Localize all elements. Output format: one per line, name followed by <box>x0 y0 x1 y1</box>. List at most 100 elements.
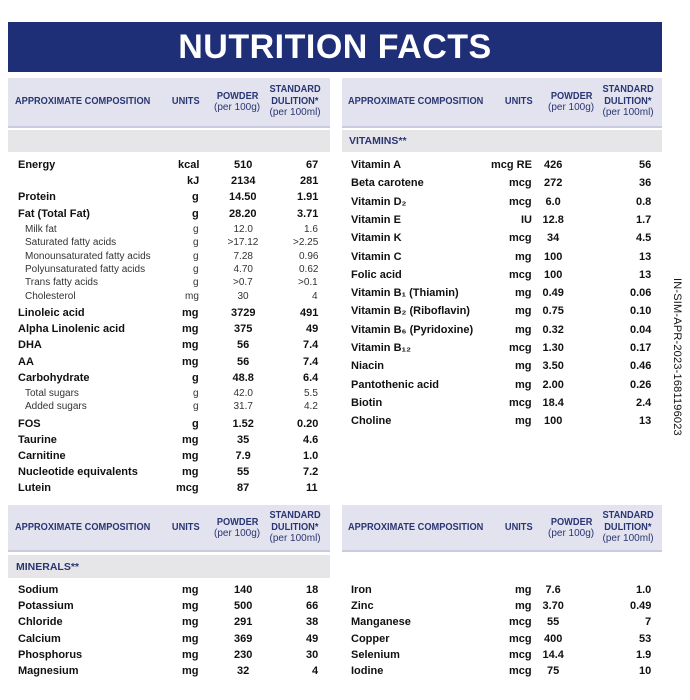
row-name: DHA <box>18 339 42 352</box>
row-standard: >0.1 <box>298 277 318 289</box>
row-standard: 1.0 <box>303 450 319 462</box>
row-name: Vitamin B₂ (Riboflavin) <box>351 305 470 318</box>
row-name: Calcium <box>18 632 61 645</box>
row-name: Cholesterol <box>25 290 76 302</box>
row-unit: mg <box>515 584 532 596</box>
row-standard: 2.4 <box>636 396 652 409</box>
row-powder: 34 <box>547 232 560 245</box>
row-powder: 56 <box>237 339 250 352</box>
row-name: Protein <box>18 191 56 204</box>
header-standard: STANDARD <box>602 83 654 95</box>
header-powder: (per 100g) <box>214 102 261 113</box>
row-name: Niacin <box>351 360 385 373</box>
row-unit: mcg <box>509 396 532 409</box>
row-powder: 510 <box>234 159 253 171</box>
row-standard: 13 <box>639 268 652 281</box>
row-powder: 2.00 <box>542 378 564 391</box>
row-powder: 7.6 <box>545 584 561 596</box>
row-unit: kcal <box>178 159 200 171</box>
row-unit: mcg <box>509 268 532 281</box>
header-powder: POWDER <box>216 515 258 528</box>
row-powder: 55 <box>547 616 560 629</box>
row-powder: 0.75 <box>542 305 564 318</box>
row-name: Linoleic acid <box>18 307 85 319</box>
row-unit: mg <box>515 360 532 373</box>
row-standard: 4 <box>312 665 319 677</box>
row-standard: 3.71 <box>297 207 319 220</box>
row-name: Vitamin E <box>351 213 401 226</box>
row-powder: 18.4 <box>542 396 564 409</box>
row-name: Phosphorus <box>18 648 83 661</box>
row-standard: >2.25 <box>293 237 319 249</box>
row-powder: 30 <box>237 290 249 302</box>
row-powder: 4.70 <box>233 264 253 275</box>
row-unit: mg <box>182 665 199 677</box>
row-unit: mcg <box>509 232 532 245</box>
header-composition: APPROXIMATE COMPOSITION <box>15 95 151 107</box>
row-name: FOS <box>18 417 41 430</box>
row-unit: mcg <box>509 632 532 645</box>
header-powder: POWDER <box>216 90 258 102</box>
row-unit: g <box>193 388 199 399</box>
row-unit: mcg <box>509 342 532 354</box>
row-standard: 1.9 <box>636 648 652 661</box>
row-standard: 0.96 <box>299 250 319 262</box>
row-powder: 140 <box>234 584 253 596</box>
header-powder: (per 100g) <box>548 527 595 539</box>
title-banner: NUTRITION FACTS <box>8 22 662 72</box>
row-unit: g <box>192 191 199 204</box>
row-unit: mcg <box>509 665 532 677</box>
header-standard: STANDARD <box>269 83 321 95</box>
row-unit: mg <box>182 466 199 479</box>
row-unit: mcg RE <box>491 159 532 171</box>
row-standard: 38 <box>306 616 319 629</box>
header-standard: DULITION* <box>604 520 652 533</box>
row-name: Carbohydrate <box>18 371 90 384</box>
row-name: Chloride <box>18 616 63 629</box>
row-unit: mg <box>515 250 532 263</box>
row-unit: g <box>193 277 199 289</box>
row-powder: 7.9 <box>235 450 251 462</box>
row-unit: mg <box>182 323 199 336</box>
row-name: Energy <box>18 159 56 171</box>
row-unit: g <box>192 207 199 220</box>
row-standard: 4.6 <box>303 433 319 446</box>
row-standard: 1.91 <box>297 191 319 204</box>
row-unit: mg <box>182 433 199 446</box>
row-standard: 30 <box>306 648 319 661</box>
row-powder: 100 <box>544 250 563 263</box>
row-standard: 0.17 <box>630 342 652 354</box>
header-powder: (per 100g) <box>548 102 595 113</box>
row-name: Beta carotene <box>351 177 424 190</box>
header-powder: (per 100g) <box>214 527 261 539</box>
row-standard: 13 <box>639 250 652 263</box>
row-standard: 56 <box>639 159 652 171</box>
section-bar <box>8 130 330 152</box>
row-unit: mg <box>515 378 532 391</box>
row-unit: mcg <box>509 195 532 208</box>
row-powder: 3.70 <box>542 600 564 613</box>
row-unit: mg <box>182 307 199 319</box>
row-powder: 42.0 <box>233 388 253 399</box>
row-unit: mg <box>182 450 199 462</box>
row-unit: mg <box>185 290 199 302</box>
row-unit: mg <box>515 287 532 300</box>
row-powder: 1.30 <box>542 342 564 354</box>
header-box <box>342 78 662 128</box>
header-composition: APPROXIMATE COMPOSITION <box>15 520 151 533</box>
row-standard: 0.62 <box>299 264 319 275</box>
row-standard: 11 <box>306 482 318 495</box>
section-label: VITAMINS** <box>349 135 407 147</box>
row-unit: mg <box>515 600 532 613</box>
row-powder: 32 <box>237 665 250 677</box>
row-standard: 1.0 <box>636 584 652 596</box>
row-name: AA <box>18 355 34 368</box>
row-powder: 48.8 <box>232 371 254 384</box>
header-units: UNITS <box>171 520 200 533</box>
row-powder: 400 <box>544 632 563 645</box>
row-standard: 491 <box>300 307 319 319</box>
row-standard: 1.7 <box>636 213 652 226</box>
header-standard: (per 100ml) <box>269 532 321 544</box>
row-powder: 6.0 <box>545 195 561 208</box>
row-name: Carnitine <box>18 450 66 462</box>
